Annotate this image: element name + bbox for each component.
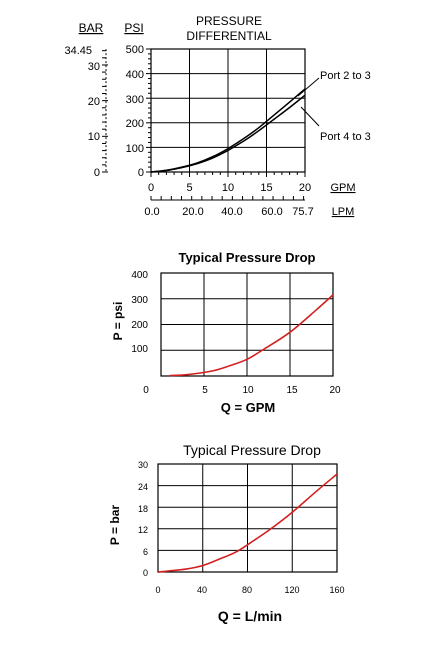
chart3-x-tick-label: 40 xyxy=(197,585,207,595)
chart1-x-tick-label: 15 xyxy=(260,182,272,194)
chart1-lpm-tick-label: 60.0 xyxy=(261,206,282,218)
chart2-title: Typical Pressure Drop xyxy=(178,250,315,265)
chart1-bar-tick-label: 30 xyxy=(88,61,100,73)
chart3-x-tick-label: 120 xyxy=(284,585,299,595)
chart-pressure-drop-bar: Typical Pressure Drop P = bar 30 24 18 1… xyxy=(108,442,345,624)
chart1-leader-line-port-2-to-3 xyxy=(297,77,320,97)
chart1-title-line-2: DIFFERENTIAL xyxy=(186,29,272,43)
chart1-x-tick-label: 20 xyxy=(299,182,311,194)
chart3-x-tick-label: 160 xyxy=(329,585,344,595)
chart1-lpm-tick-label: 0.0 xyxy=(144,206,159,218)
chart1-title-line-1: PRESSURE xyxy=(196,14,262,28)
chart3-x-tick-label: 80 xyxy=(242,585,252,595)
chart2-x-tick-label: 15 xyxy=(286,385,298,396)
chart2-x-tick-label: 0 xyxy=(143,385,149,396)
chart3-y-tick-label: 24 xyxy=(138,482,148,492)
chart1-legend-port-2-to-3: Port 2 to 3 xyxy=(320,70,371,82)
chart1-legend-port-4-to-3: Port 4 to 3 xyxy=(320,131,371,143)
chart3-y-tick-label: 6 xyxy=(143,547,148,557)
chart3-x-axis-label: Q = L/min xyxy=(218,608,282,624)
chart1-x-axis-label: GPM xyxy=(330,182,355,194)
chart3-y-tick-label: 30 xyxy=(138,460,148,470)
chart2-y-tick-label: 100 xyxy=(131,344,148,355)
chart2-x-tick-label: 5 xyxy=(202,385,208,396)
chart1-bar-tick-label: 20 xyxy=(88,96,100,108)
chart1-bar-tick-label: 34.45 xyxy=(64,45,92,57)
chart1-psi-axis-label: PSI xyxy=(124,21,143,35)
chart1-psi-tick-label: 100 xyxy=(126,143,144,155)
chart1-x-tick-label: 5 xyxy=(186,182,192,194)
chart1-secondary-x-axis-label: LPM xyxy=(332,206,355,218)
chart2-y-tick-label: 400 xyxy=(131,270,148,281)
chart3-y-tick-label: 0 xyxy=(143,568,148,578)
chart1-lpm-tick-label: 75.7 xyxy=(292,206,313,218)
chart1-bar-axis-label: BAR xyxy=(79,21,104,35)
chart2-y-tick-label: 200 xyxy=(131,320,148,331)
chart1-series-port-4-to-3 xyxy=(150,94,306,173)
chart1-psi-tick-label: 200 xyxy=(126,118,144,130)
chart2-y-axis-label: P = psi xyxy=(111,302,125,341)
chart1-psi-tick-label: 400 xyxy=(126,69,144,81)
chart1-x-tick-label: 10 xyxy=(222,182,234,194)
chart2-y-tick-label: 300 xyxy=(131,295,148,306)
chart3-x-tick-label: 0 xyxy=(155,585,160,595)
chart1-psi-tick-label: 0 xyxy=(138,167,144,179)
chart2-x-tick-label: 20 xyxy=(329,385,341,396)
chart1-bar-tick-label: 0 xyxy=(94,167,100,179)
chart-pressure-drop-psi: Typical Pressure Drop P = psi 400 300 20… xyxy=(111,250,341,415)
chart1-psi-tick-label: 500 xyxy=(126,44,144,56)
chart1-tick-marks xyxy=(102,48,306,201)
chart1-x-tick-label: 0 xyxy=(148,182,154,194)
chart2-grid xyxy=(160,272,334,377)
chart2-x-axis-label: Q = GPM xyxy=(221,400,276,415)
chart1-psi-tick-label: 300 xyxy=(126,94,144,106)
chart3-title: Typical Pressure Drop xyxy=(183,442,321,458)
chart3-series-line xyxy=(157,473,338,573)
chart1-leader-line-port-4-to-3 xyxy=(300,106,320,127)
chart1-lpm-tick-label: 20.0 xyxy=(182,206,203,218)
chart2-x-tick-label: 10 xyxy=(242,385,254,396)
chart1-bar-tick-label: 10 xyxy=(88,131,100,143)
chart3-y-tick-label: 18 xyxy=(138,504,148,514)
chart3-y-axis-label: P = bar xyxy=(108,505,122,545)
chart1-lpm-tick-label: 40.0 xyxy=(221,206,242,218)
chart3-y-tick-label: 12 xyxy=(138,525,148,535)
chart-pressure-differential: PRESSURE DIFFERENTIAL BAR PSI 34.45 30 2… xyxy=(64,14,370,218)
chart2-series-line xyxy=(169,294,334,377)
chart3-grid xyxy=(157,463,338,573)
chart1-grid xyxy=(150,48,306,173)
